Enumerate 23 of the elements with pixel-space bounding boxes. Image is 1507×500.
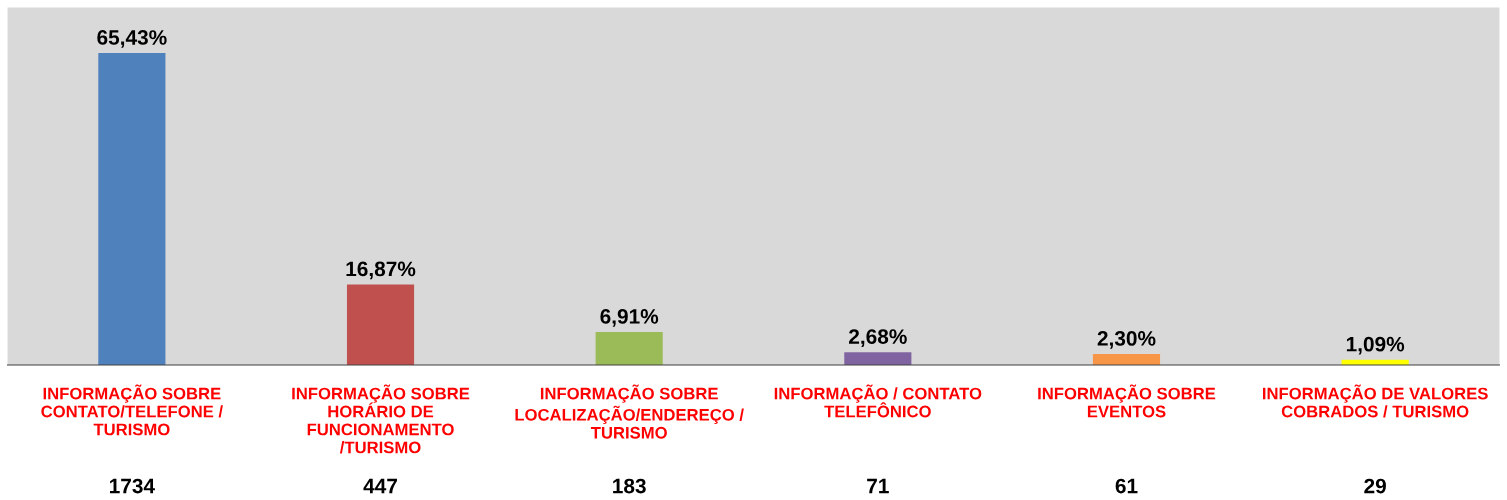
data-label: 16,87% <box>346 261 416 280</box>
text: 71 <box>867 478 889 494</box>
text: 61 <box>1115 478 1138 494</box>
bar <box>346 284 415 365</box>
bar <box>844 352 912 365</box>
data-label: 2,30% <box>1097 331 1156 349</box>
data-label: 1,09% <box>1346 336 1405 355</box>
bar <box>1092 354 1161 365</box>
x-tick-label: INFORMAÇÃO / CONTATO TELEFÔNICO <box>774 384 982 418</box>
bar <box>595 332 663 365</box>
data-label: 2,68% <box>849 329 907 347</box>
text: 183 <box>613 478 646 494</box>
x-tick-label: INFORMAÇÃO SOBRE CONTATO/TELEFONE / TURISMO <box>41 384 223 436</box>
text: 1734 <box>110 478 155 494</box>
x-tick-label: INFORMAÇÃO SOBRE HORÁRIO DE FUNCIONAMENTO /TURISMO <box>292 384 470 454</box>
data-label: 6,91% <box>600 309 659 327</box>
text: 447 <box>363 478 397 494</box>
x-tick-label: INFORMAÇÃO SOBRE EVENTOS <box>1038 384 1216 418</box>
data-label: 65,43% <box>97 30 167 48</box>
text: 29 <box>1364 478 1386 494</box>
bar <box>98 53 166 365</box>
x-tick-label: INFORMAÇÃO SOBRE LOCALIZAÇÃO/ENDEREÇO / TURISMO <box>515 384 744 439</box>
x-tick-label: INFORMAÇÃO DE VALORES COBRADOS / TURISMO <box>1262 384 1488 418</box>
